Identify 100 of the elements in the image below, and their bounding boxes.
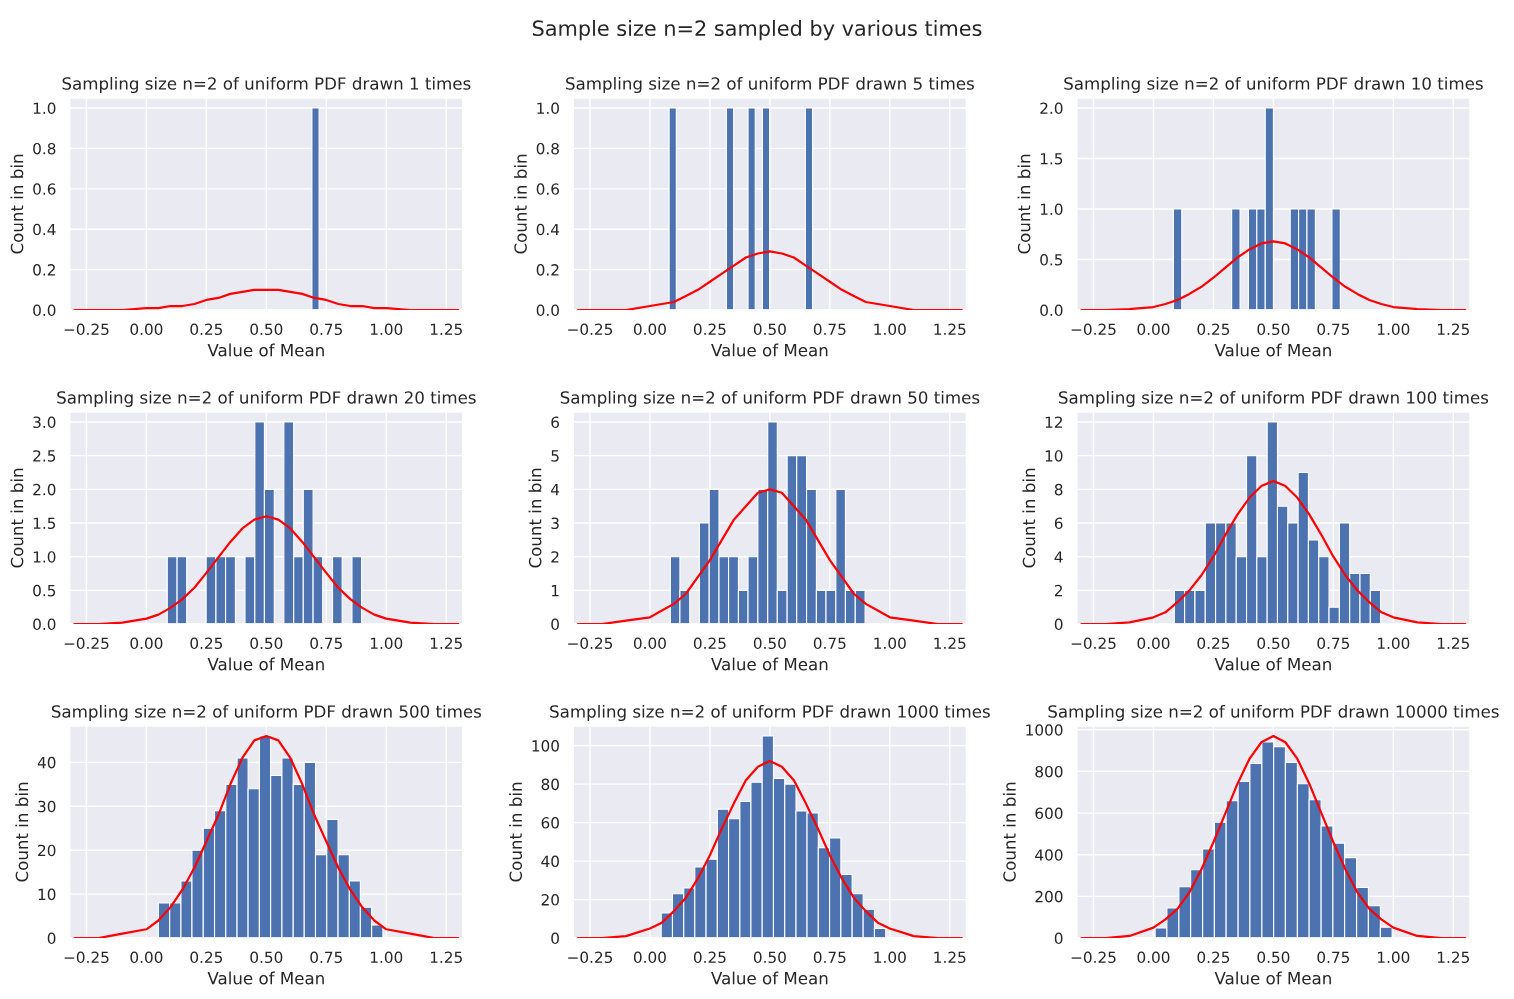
y-tick-label: 40 bbox=[37, 756, 56, 769]
y-tick-label: 20 bbox=[38, 844, 56, 857]
x-tick-label: 1.00 bbox=[874, 637, 906, 650]
x-tick-label: 0.25 bbox=[190, 323, 223, 336]
y-tick-label: 0.8 bbox=[536, 142, 559, 155]
x-axis-title: Value of Mean bbox=[207, 657, 324, 671]
x-axis-title: Value of Mean bbox=[1214, 971, 1331, 985]
x-tick-label: 1.00 bbox=[1378, 323, 1410, 336]
x-tick-label: 0.00 bbox=[130, 637, 163, 650]
y-axis-title: Count in bin bbox=[528, 468, 542, 568]
x-tick-label: 0.25 bbox=[693, 951, 726, 964]
x-axis-title: Value of Mean bbox=[1214, 343, 1331, 357]
y-tick-label: 0 bbox=[551, 932, 559, 945]
x-tick-label: −0.25 bbox=[64, 637, 109, 650]
y-tick-label: 2 bbox=[551, 551, 559, 563]
y-tick-label: 12 bbox=[1045, 416, 1062, 428]
y-tick-label: 1.0 bbox=[537, 102, 559, 115]
x-tick-label: 0.50 bbox=[753, 637, 786, 650]
x-tick-label: −0.25 bbox=[1071, 637, 1116, 650]
x-tick-label: 0.25 bbox=[1197, 323, 1230, 336]
y-tick-label: 10 bbox=[1045, 450, 1063, 462]
x-tick-label: −0.25 bbox=[568, 951, 613, 964]
x-tick-label: 1.00 bbox=[370, 637, 403, 650]
y-tick-label: 400 bbox=[1035, 849, 1063, 861]
x-tick-label: 0.50 bbox=[753, 951, 786, 964]
x-axis-title: Value of Mean bbox=[207, 971, 324, 985]
y-tick-label: 4 bbox=[551, 484, 560, 496]
chart-title: Sampling size n=2 of uniform PDF drawn 50 times bbox=[560, 390, 980, 408]
x-tick-label: 1.00 bbox=[1378, 951, 1410, 964]
y-tick-label: 2 bbox=[1054, 584, 1062, 597]
x-tick-label: 0.50 bbox=[1257, 323, 1290, 336]
x-tick-label: 0.75 bbox=[1317, 637, 1350, 650]
x-tick-label: −0.25 bbox=[1071, 951, 1116, 964]
x-tick-label: 0.75 bbox=[310, 637, 342, 650]
y-tick-label: 0.6 bbox=[536, 183, 560, 195]
y-tick-label: 200 bbox=[1035, 890, 1063, 903]
x-tick-label: 1.25 bbox=[934, 323, 966, 336]
x-tick-label: 0.00 bbox=[633, 637, 666, 650]
y-tick-label: 1.0 bbox=[1040, 203, 1063, 216]
x-tick-label: 0.50 bbox=[250, 323, 283, 336]
x-tick-label: 0.50 bbox=[250, 637, 283, 650]
line-series bbox=[576, 488, 963, 625]
x-tick-label: −0.25 bbox=[64, 323, 109, 336]
y-tick-label: 100 bbox=[532, 740, 559, 752]
chart-title: Sampling size n=2 of uniform PDF drawn 5 times bbox=[566, 76, 974, 94]
y-tick-label: 40 bbox=[541, 855, 559, 868]
y-tick-label: 0.8 bbox=[33, 142, 56, 155]
y-tick-label: 600 bbox=[1035, 807, 1063, 820]
x-tick-label: 1.25 bbox=[934, 951, 966, 964]
y-tick-label: 3 bbox=[551, 517, 559, 530]
y-tick-label: 0.5 bbox=[33, 584, 56, 597]
y-tick-label: 1.5 bbox=[33, 517, 56, 530]
x-tick-label: 0.25 bbox=[693, 637, 726, 650]
x-tick-label: 1.25 bbox=[430, 951, 462, 964]
chart-title: Sampling size n=2 of uniform PDF drawn 100 times bbox=[1059, 390, 1489, 408]
x-tick-label: 1.00 bbox=[874, 951, 906, 964]
y-tick-label: 800 bbox=[1035, 765, 1063, 778]
y-tick-label: 0.4 bbox=[536, 223, 560, 236]
x-tick-label: 1.25 bbox=[430, 637, 462, 650]
x-tick-label: 1.00 bbox=[874, 323, 906, 336]
y-tick-label: 2.0 bbox=[33, 483, 56, 496]
x-tick-label: 0.25 bbox=[190, 951, 223, 964]
y-axis-title: Count in bin bbox=[514, 154, 527, 254]
x-tick-label: 1.25 bbox=[430, 323, 462, 336]
x-tick-label: 0.00 bbox=[1137, 951, 1170, 964]
chart-title: Sampling size n=2 of uniform PDF drawn 10 times bbox=[1064, 76, 1483, 94]
x-tick-label: 0.25 bbox=[1197, 637, 1230, 650]
x-tick-label: 0.00 bbox=[130, 951, 163, 964]
x-tick-label: −0.25 bbox=[1071, 323, 1116, 336]
x-tick-label: 1.25 bbox=[1437, 637, 1469, 650]
x-tick-label: −0.25 bbox=[568, 637, 613, 650]
y-axis-title: Count in bin bbox=[1002, 782, 1016, 882]
y-tick-label: 60 bbox=[541, 817, 559, 829]
y-axis-title: Count in bin bbox=[1017, 154, 1031, 254]
x-tick-label: 0.75 bbox=[310, 323, 342, 336]
y-tick-label: 10 bbox=[38, 888, 56, 901]
chart-title: Sampling size n=2 of uniform PDF drawn 1000 times bbox=[550, 704, 990, 722]
x-tick-label: 1.25 bbox=[1437, 951, 1469, 964]
y-tick-label: 0.0 bbox=[33, 618, 56, 631]
y-tick-label: 0.6 bbox=[33, 183, 56, 195]
line-series bbox=[1080, 479, 1467, 625]
x-tick-label: 0.50 bbox=[1257, 951, 1290, 964]
y-tick-label: 1.0 bbox=[33, 551, 56, 563]
line-series bbox=[576, 759, 963, 939]
x-tick-label: 0.50 bbox=[250, 951, 283, 964]
x-tick-label: 0.75 bbox=[813, 951, 846, 964]
x-tick-label: 1.25 bbox=[934, 637, 966, 650]
x-tick-label: 0.25 bbox=[190, 637, 223, 650]
y-axis-title: Count in bin bbox=[509, 782, 523, 882]
x-axis-title: Value of Mean bbox=[711, 343, 828, 357]
y-tick-label: 6 bbox=[1054, 517, 1063, 530]
y-tick-label: 1 bbox=[551, 585, 559, 597]
x-tick-label: 0.25 bbox=[693, 323, 726, 336]
y-tick-label: 1.5 bbox=[1040, 153, 1063, 165]
x-tick-label: 0.75 bbox=[813, 323, 846, 336]
x-tick-label: 0.00 bbox=[1137, 323, 1170, 336]
chart-title: Sampling size n=2 of uniform PDF drawn 500 times bbox=[51, 704, 482, 722]
y-tick-label: 0 bbox=[1054, 618, 1063, 631]
x-tick-label: 0.00 bbox=[633, 323, 666, 336]
x-tick-label: −0.25 bbox=[64, 951, 109, 964]
